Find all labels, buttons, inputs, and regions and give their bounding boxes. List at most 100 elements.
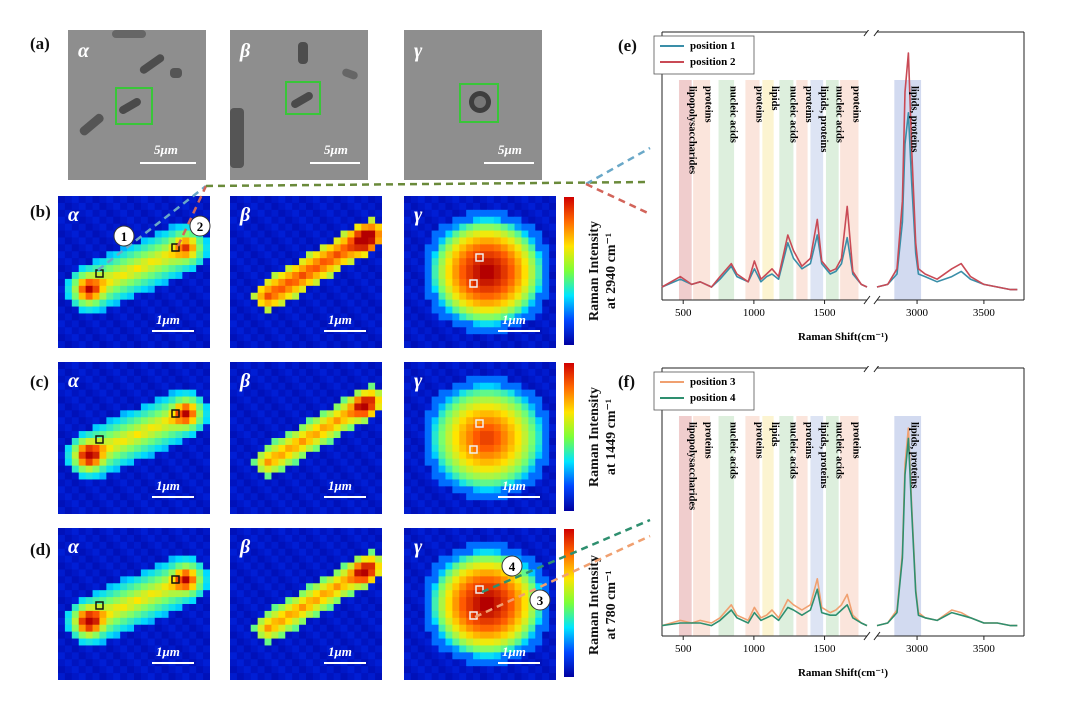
- panel-label-c: (c): [30, 372, 49, 391]
- band-label: lipids, proteins: [909, 422, 920, 488]
- axis-break-mark: [863, 631, 871, 641]
- band-region: [678, 80, 692, 300]
- legend-box: [653, 35, 755, 75]
- colorbar-d: [564, 529, 574, 677]
- series-line: [661, 588, 868, 627]
- band-label: nucleic acids: [787, 86, 798, 143]
- band-label: proteins: [850, 422, 861, 459]
- band-label: proteins: [803, 422, 814, 459]
- axis-break-mark: [863, 366, 870, 373]
- greek-beta: β: [240, 370, 251, 392]
- series-line: [876, 52, 1018, 291]
- raman-map-c-gamma: γ 1μm: [404, 362, 556, 514]
- band-region: [779, 80, 794, 300]
- scale-label: 5μm: [154, 142, 178, 157]
- colorbar-b: [564, 197, 574, 345]
- band-region: [678, 416, 692, 636]
- scale-bar: [498, 662, 540, 664]
- connector-line-top: [205, 180, 651, 188]
- connector-line-e-bottom: [585, 182, 651, 216]
- band-label: nucleic acids: [787, 422, 798, 479]
- band-region: [718, 80, 735, 300]
- position-marker-square: [469, 279, 478, 288]
- x-tick-label: 1500: [814, 307, 837, 319]
- raman-map-d-gamma: γ 1μm: [404, 528, 556, 680]
- axis-break-mark: [873, 295, 881, 305]
- band-region: [825, 80, 839, 300]
- band-region: [825, 416, 839, 636]
- raman-map-c-beta-image: [230, 362, 382, 514]
- x-axis-label: Raman Shift(cm⁻¹): [798, 331, 888, 343]
- scale-label: 1μm: [328, 312, 352, 327]
- greek-alpha: α: [68, 536, 80, 558]
- raman-map-c-beta: β 1μm: [230, 362, 382, 514]
- x-tick-label: 500: [675, 643, 692, 655]
- raman-map-b-gamma: γ 1μm: [404, 196, 556, 348]
- band-region: [693, 416, 711, 636]
- band-region: [762, 80, 774, 300]
- scale-bar: [152, 496, 194, 498]
- series-line: [661, 578, 868, 627]
- x-tick-label: 1500: [814, 643, 837, 655]
- axis-break-mark: [873, 366, 880, 373]
- raman-map-d-beta-image: [230, 528, 382, 680]
- scale-label: 1μm: [328, 478, 352, 493]
- raman-map-b-gamma-image: [404, 196, 556, 348]
- scale-label: 1μm: [156, 312, 180, 327]
- scale-label: 5μm: [324, 142, 348, 157]
- scale-bar: [310, 162, 360, 164]
- greek-gamma: γ: [414, 40, 423, 62]
- raman-map-c-alpha-image: [58, 362, 210, 514]
- colorbar-c: [564, 363, 574, 511]
- axis-break-mark: [863, 30, 870, 37]
- x-axis-label: Raman Shift(cm⁻¹): [798, 667, 888, 679]
- scale-label: 5μm: [498, 142, 522, 157]
- scale-label: 1μm: [156, 644, 180, 659]
- scale-label: 1μm: [502, 644, 526, 659]
- band-region: [745, 416, 760, 636]
- band-label: proteins: [803, 86, 814, 123]
- band-label: proteins: [753, 422, 764, 459]
- marker-2-label: 2: [197, 219, 204, 234]
- band-label: proteins: [850, 86, 861, 123]
- greek-alpha: α: [68, 370, 80, 392]
- scale-label: 1μm: [502, 312, 526, 327]
- band-label: nucleic acids: [727, 422, 738, 479]
- band-region: [718, 416, 735, 636]
- connector-line-position1: [97, 185, 207, 271]
- x-tick-label: 1000: [743, 307, 766, 319]
- band-region: [779, 416, 794, 636]
- band-label: lipopolysaccharides: [686, 86, 697, 174]
- greek-gamma: γ: [414, 536, 423, 558]
- position-marker-square: [469, 445, 478, 454]
- greek-gamma: γ: [414, 204, 423, 226]
- marker-1-label: 1: [121, 229, 128, 244]
- scale-bar: [498, 330, 540, 332]
- band-label: lipids, proteins: [909, 86, 920, 152]
- band-label: lipids, proteins: [818, 86, 829, 152]
- scale-label: 1μm: [156, 478, 180, 493]
- position-marker-square: [171, 243, 180, 252]
- panel-label-f: (f): [618, 372, 635, 391]
- series-line: [876, 437, 1018, 627]
- band-label: proteins: [703, 86, 714, 123]
- panel-label-d: (d): [30, 540, 51, 559]
- legend-label: position 4: [690, 392, 736, 404]
- band-region: [745, 80, 760, 300]
- greek-beta: β: [240, 536, 251, 558]
- x-tick-label: 3500: [973, 307, 996, 319]
- band-label: proteins: [703, 422, 714, 459]
- raman-map-d-gamma-image: [404, 528, 556, 680]
- x-tick-label: 3000: [906, 307, 929, 319]
- legend-label: position 1: [690, 40, 736, 52]
- raman-map-b-beta-image: [230, 196, 382, 348]
- series-line: [661, 205, 868, 288]
- x-tick-label: 3500: [973, 643, 996, 655]
- band-region: [840, 80, 859, 300]
- panel-label-b: (b): [30, 202, 51, 221]
- band-label: nucleic acids: [727, 86, 738, 143]
- marker-2: 2: [189, 215, 211, 237]
- position-marker-square: [475, 253, 484, 262]
- axis-break-mark: [863, 295, 871, 305]
- band-label: lipids: [769, 422, 780, 447]
